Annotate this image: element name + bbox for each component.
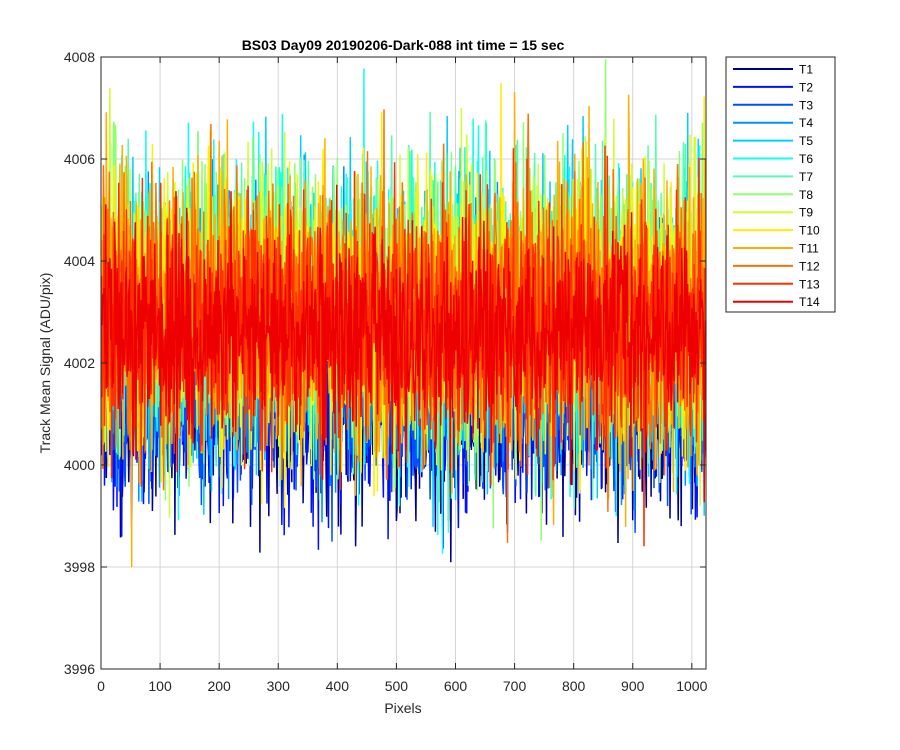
y-tick-label: 4004 [64,253,95,269]
x-axis-label: Pixels [384,700,421,716]
x-tick-label: 600 [444,678,468,694]
x-tick-label: 200 [207,678,231,694]
y-tick-label: 4002 [64,355,95,371]
x-tick-label: 500 [385,678,409,694]
x-tick-label: 0 [97,678,105,694]
legend-label-t13: T13 [799,277,820,291]
x-tick-label: 100 [148,678,172,694]
legend-label-t8: T8 [799,188,813,202]
y-tick-label: 4006 [64,151,95,167]
y-tick-label: 3996 [64,661,95,677]
x-tick-label: 400 [326,678,350,694]
chart-title: BS03 Day09 20190206-Dark-088 int time = … [242,37,565,53]
legend-label-t1: T1 [799,63,813,77]
legend-label-t12: T12 [799,259,820,273]
legend-label-t7: T7 [799,170,813,184]
x-tick-label: 700 [503,678,527,694]
x-tick-label: 1000 [676,678,707,694]
x-tick-label: 300 [267,678,291,694]
legend-label-t14: T14 [799,295,820,309]
legend-label-t10: T10 [799,224,820,238]
legend-label-t6: T6 [799,152,813,166]
legend-box [725,56,836,313]
legend: T1 T2 T3 T4 T5 T6 T7 T8 T9 T10 T11 T12 T13 T14 [725,56,836,313]
series-lines [101,59,706,568]
y-tick-label: 3998 [64,559,95,575]
legend-label-t5: T5 [799,134,813,148]
legend-label-t2: T2 [799,80,813,94]
x-tick-label: 900 [621,678,645,694]
y-axis-label: Track Mean Signal (ADU/pix) [37,273,53,454]
axis-ticks: 0 100 200 300 400 500 600 700 800 900 1000 3996 3998… [64,49,708,694]
legend-label-t9: T9 [799,206,813,220]
x-tick-label: 800 [562,678,586,694]
series-line-t14 [101,184,706,503]
legend-label-t4: T4 [799,116,813,130]
y-tick-label: 4008 [64,49,95,65]
legend-label-t11: T11 [799,242,819,256]
legend-label-t3: T3 [799,98,813,112]
y-tick-label: 4000 [64,457,95,473]
